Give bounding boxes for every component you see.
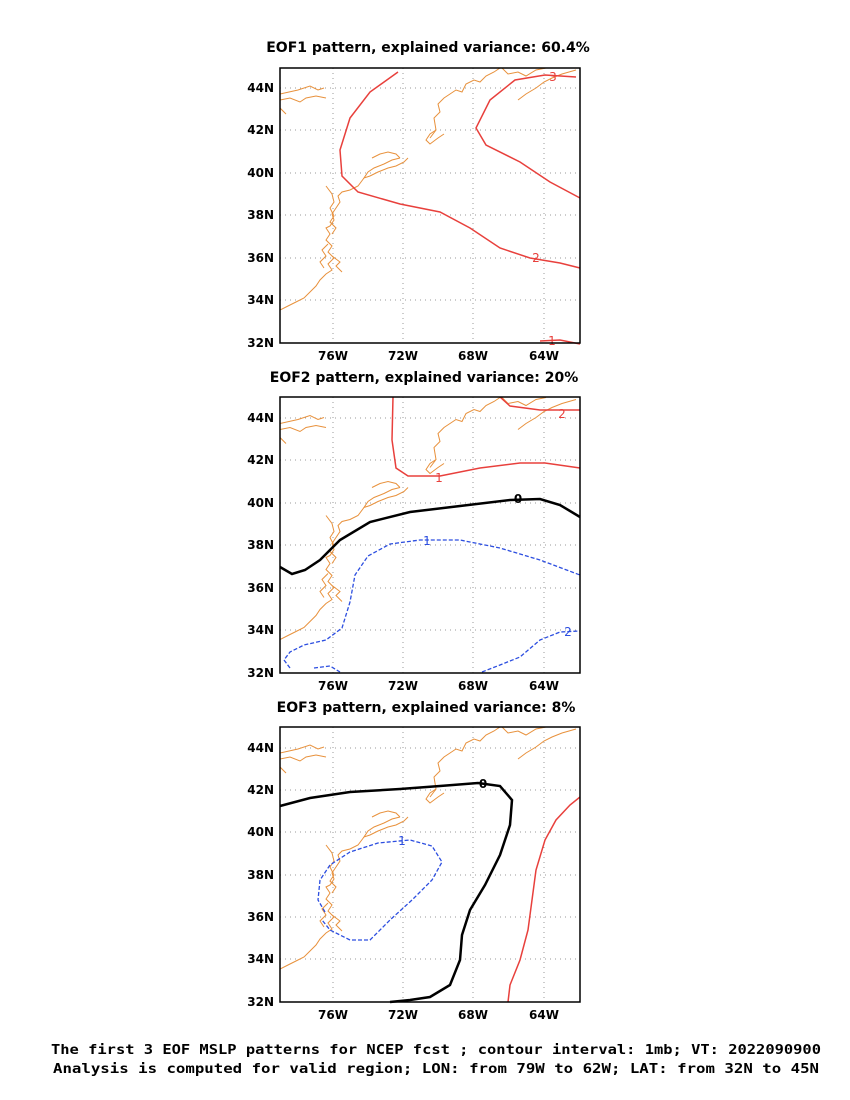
- y-tick-label: 32N: [247, 336, 274, 350]
- panel-title: EOF2 pattern, explained variance: 20%: [270, 370, 578, 386]
- contour-line-neg1: [317, 839, 443, 941]
- contour-label: 3: [549, 70, 557, 84]
- panel-eof2: EOF2 pattern, explained variance: 20% 2 …: [247, 370, 581, 693]
- coastline: [280, 397, 577, 641]
- contour-line-neg2: [481, 630, 581, 673]
- y-axis-ticks: 44N 42N 40N 38N 36N 34N 32N: [247, 81, 274, 350]
- grid-lines: [280, 68, 580, 343]
- contour-line-2: [499, 396, 580, 411]
- x-axis-ticks: 76W 72W 68W 64W: [318, 679, 559, 693]
- contour-label: 0: [479, 777, 487, 791]
- contours: 0 1: [279, 777, 581, 1004]
- x-tick-label: 68W: [458, 679, 488, 693]
- contour-line-neg1: [283, 539, 581, 669]
- x-tick-label: 76W: [318, 349, 348, 363]
- x-tick-label: 76W: [318, 679, 348, 693]
- map-frame: [279, 396, 581, 674]
- contour-label: 2: [564, 625, 572, 639]
- y-tick-label: 38N: [247, 538, 274, 552]
- y-tick-label: 32N: [247, 995, 274, 1009]
- contours: 2 1 0 1 2: [279, 396, 581, 673]
- contour-line-2: [339, 71, 581, 269]
- grid-lines: [280, 727, 580, 1002]
- y-tick-label: 32N: [247, 666, 274, 680]
- contour-label: 2: [558, 407, 566, 421]
- y-tick-label: 34N: [247, 623, 274, 637]
- contour-line-0: [279, 497, 581, 576]
- y-tick-label: 44N: [247, 411, 274, 425]
- x-tick-label: 72W: [388, 349, 418, 363]
- y-tick-label: 40N: [247, 166, 274, 180]
- contour-line-1: [507, 796, 581, 1003]
- contour-label: 0: [514, 492, 522, 506]
- x-tick-label: 72W: [388, 1008, 418, 1022]
- y-tick-label: 38N: [247, 868, 274, 882]
- panel-title: EOF3 pattern, explained variance: 8%: [277, 700, 576, 716]
- contour-label: 1: [398, 834, 406, 848]
- contour-label: 2: [532, 251, 540, 265]
- y-tick-label: 42N: [247, 123, 274, 137]
- y-tick-label: 42N: [247, 783, 274, 797]
- x-tick-label: 64W: [529, 349, 559, 363]
- y-tick-label: 36N: [247, 910, 274, 924]
- panel-eof3: EOF3 pattern, explained variance: 8% 0 1…: [247, 700, 581, 1022]
- grid-lines: [280, 397, 580, 673]
- x-tick-label: 64W: [529, 679, 559, 693]
- x-tick-label: 76W: [318, 1008, 348, 1022]
- coastline: [280, 727, 577, 970]
- y-tick-label: 38N: [247, 208, 274, 222]
- x-tick-label: 72W: [388, 679, 418, 693]
- x-tick-label: 68W: [458, 1008, 488, 1022]
- figure-caption: The first 3 EOF MSLP patterns for NCEP f…: [51, 1043, 821, 1077]
- x-tick-label: 68W: [458, 349, 488, 363]
- map-frame: [279, 67, 581, 344]
- y-tick-label: 40N: [247, 825, 274, 839]
- y-tick-label: 36N: [247, 581, 274, 595]
- contour-line-1: [391, 396, 581, 477]
- x-tick-label: 64W: [529, 1008, 559, 1022]
- contour-label: 1: [548, 334, 556, 348]
- y-tick-label: 42N: [247, 453, 274, 467]
- y-tick-label: 40N: [247, 496, 274, 510]
- map-frame: [279, 726, 581, 1003]
- panel-title: EOF1 pattern, explained variance: 60.4%: [266, 40, 590, 56]
- caption-line-2: Analysis is computed for valid region; L…: [53, 1062, 819, 1077]
- y-tick-label: 44N: [247, 741, 274, 755]
- y-axis-ticks: 44N 42N 40N 38N 36N 34N 32N: [247, 741, 274, 1009]
- panel-eof1: EOF1 pattern, explained variance: 60.4% …: [247, 40, 590, 363]
- coastline: [280, 68, 577, 311]
- contour-line-neg1b: [313, 665, 341, 673]
- x-axis-ticks: 76W 72W 68W 64W: [318, 349, 559, 363]
- contour-line-3: [475, 74, 581, 199]
- y-tick-label: 34N: [247, 952, 274, 966]
- x-axis-ticks: 76W 72W 68W 64W: [318, 1008, 559, 1022]
- y-axis-ticks: 44N 42N 40N 38N 36N 34N 32N: [247, 411, 274, 680]
- y-tick-label: 34N: [247, 293, 274, 307]
- y-tick-label: 36N: [247, 251, 274, 265]
- y-tick-label: 44N: [247, 81, 274, 95]
- contour-line-0: [279, 781, 514, 1004]
- caption-line-1: The first 3 EOF MSLP patterns for NCEP f…: [51, 1043, 821, 1058]
- contour-label: 1: [435, 471, 443, 485]
- contour-label: 1: [423, 534, 431, 548]
